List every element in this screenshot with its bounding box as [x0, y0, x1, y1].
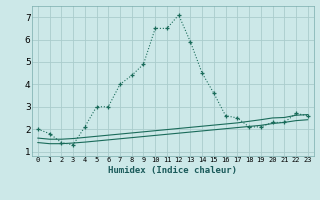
X-axis label: Humidex (Indice chaleur): Humidex (Indice chaleur): [108, 166, 237, 175]
